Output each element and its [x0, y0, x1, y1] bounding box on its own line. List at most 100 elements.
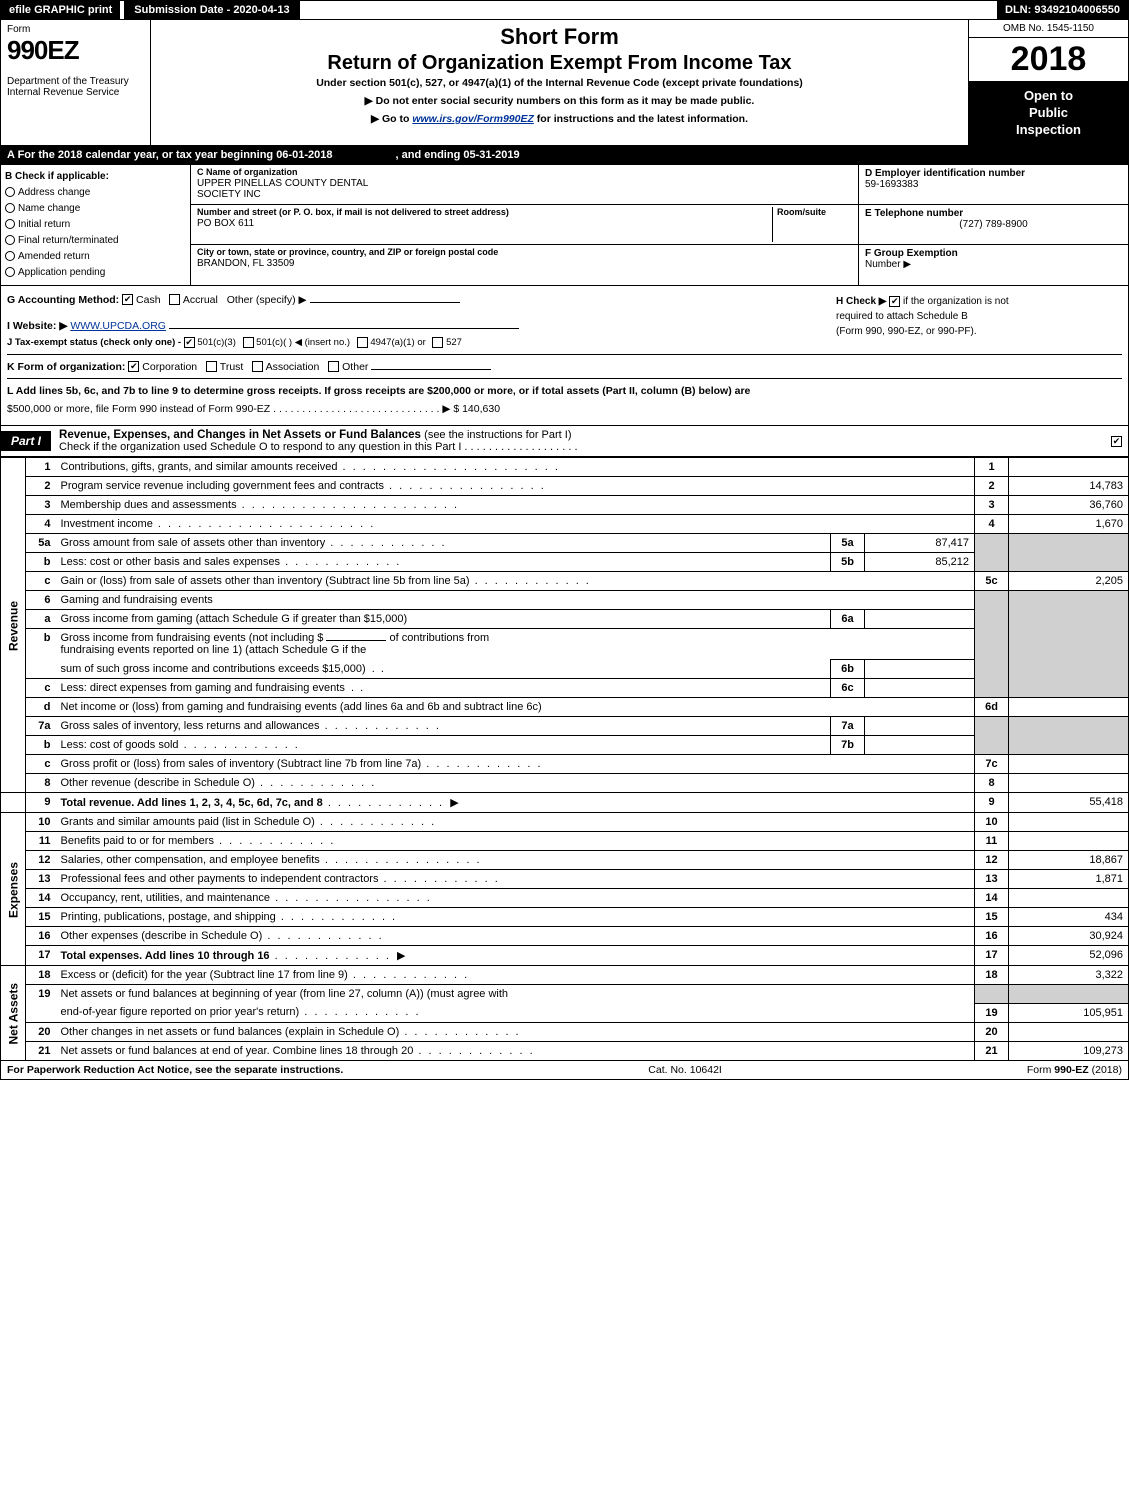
line-6a-num: a: [26, 610, 56, 629]
line-6b-num: b: [26, 629, 56, 679]
k-label: K Form of organization:: [7, 361, 125, 373]
i-label: I Website: ▶: [7, 320, 67, 332]
opt-final-return[interactable]: Final return/terminated: [5, 233, 186, 249]
line-8-amt: [1009, 774, 1129, 793]
line-12-box: 12: [975, 851, 1009, 870]
k-other-input[interactable]: [371, 369, 491, 370]
opt-name-change[interactable]: Name change: [5, 201, 186, 217]
footer-mid: Cat. No. 10642I: [343, 1064, 1027, 1076]
k-trust-checkbox[interactable]: [206, 361, 217, 372]
period-a: A For the 2018 calendar year, or tax yea…: [7, 149, 332, 161]
g-other-input[interactable]: [310, 302, 460, 303]
org-name-1: UPPER PINELLAS COUNTY DENTAL: [197, 178, 368, 189]
goto-link[interactable]: www.irs.gov/Form990EZ: [412, 113, 534, 125]
netassets-section-label: Net Assets: [1, 966, 26, 1061]
k-assoc-checkbox[interactable]: [252, 361, 263, 372]
form-word: Form: [7, 24, 144, 35]
l-text-1: L Add lines 5b, 6c, and 7b to line 9 to …: [7, 385, 750, 397]
street-val: PO BOX 611: [197, 218, 254, 229]
h-checkbox[interactable]: [889, 296, 900, 307]
j-501c-checkbox[interactable]: [243, 337, 254, 348]
meta-block: H Check ▶ if the organization is not req…: [0, 286, 1129, 426]
g-label: G Accounting Method:: [7, 294, 119, 306]
line-14-box: 14: [975, 889, 1009, 908]
line-6d-box: 6d: [975, 698, 1009, 717]
k-other: Other: [342, 361, 368, 373]
line-19-shaded: [975, 985, 1009, 1004]
org-name-row: C Name of organization UPPER PINELLAS CO…: [191, 165, 858, 205]
line-6c-iamt: [865, 679, 975, 698]
top-bar: efile GRAPHIC print Submission Date - 20…: [0, 0, 1129, 20]
line-9-desc: Total revenue. Add lines 1, 2, 3, 4, 5c,…: [56, 793, 975, 813]
box-c: C Name of organization UPPER PINELLAS CO…: [191, 165, 858, 285]
part-1-schedule-o-checkbox[interactable]: [1111, 436, 1122, 447]
line-5ab-shaded-amt: [1009, 534, 1129, 572]
line-17-box: 17: [975, 946, 1009, 966]
line-7a-desc: Gross sales of inventory, less returns a…: [56, 717, 831, 736]
line-7b-desc: Less: cost of goods sold: [56, 736, 831, 755]
g-accrual-checkbox[interactable]: [169, 294, 180, 305]
line-9-box: 9: [975, 793, 1009, 813]
line-12-amt: 18,867: [1009, 851, 1129, 870]
line-10-amt: [1009, 813, 1129, 832]
expenses-section-label: Expenses: [1, 813, 26, 966]
j-4947-checkbox[interactable]: [357, 337, 368, 348]
opt-application-pending[interactable]: Application pending: [5, 265, 186, 281]
line-16-num: 16: [26, 927, 56, 946]
line-6b-input[interactable]: [326, 640, 386, 641]
j-527-checkbox[interactable]: [432, 337, 443, 348]
website-underline: [169, 328, 519, 329]
line-5b-desc: Less: cost or other basis and sales expe…: [56, 553, 831, 572]
opt-amended-return[interactable]: Amended return: [5, 249, 186, 265]
line-4-desc: Investment income: [56, 515, 975, 534]
phone-row: E Telephone number (727) 789-8900: [859, 205, 1128, 245]
goto-pre: ▶ Go to: [371, 113, 412, 125]
form-title: Short Form: [161, 24, 958, 50]
city-val: BRANDON, FL 33509: [197, 258, 294, 269]
opt-address-change[interactable]: Address change: [5, 185, 186, 201]
line-1-amt: [1009, 458, 1129, 477]
line-19-box: 19: [975, 1003, 1009, 1022]
line-l: L Add lines 5b, 6c, and 7b to line 9 to …: [7, 378, 1122, 419]
period-b: , and ending 05-31-2019: [396, 149, 520, 161]
line-14-num: 14: [26, 889, 56, 908]
opt-initial-return[interactable]: Initial return: [5, 217, 186, 233]
ein-label: D Employer identification number: [865, 168, 1025, 179]
g-cash: Cash: [136, 294, 161, 306]
website-link[interactable]: WWW.UPCDA.ORG: [70, 320, 166, 332]
header-right: OMB No. 1545-1150 2018 Open to Public In…: [968, 20, 1128, 145]
line-16-box: 16: [975, 927, 1009, 946]
line-5a-num: 5a: [26, 534, 56, 553]
line-15-desc: Printing, publications, postage, and shi…: [56, 908, 975, 927]
line-6-shaded-amt: [1009, 591, 1129, 698]
line-5c-amt: 2,205: [1009, 572, 1129, 591]
line-19-num: 19: [26, 985, 56, 1023]
k-other-checkbox[interactable]: [328, 361, 339, 372]
line-7ab-shaded-amt: [1009, 717, 1129, 755]
ein-row: D Employer identification number 59-1693…: [859, 165, 1128, 205]
line-6b-ibox: 6b: [831, 660, 865, 679]
line-6d-amt: [1009, 698, 1129, 717]
j-501c: 501(c)( ) ◀ (insert no.): [256, 337, 350, 348]
line-2-num: 2: [26, 477, 56, 496]
line-7a-num: 7a: [26, 717, 56, 736]
phone-label: E Telephone number: [865, 208, 963, 219]
h-text-3: (Form 990, 990-EZ, or 990-PF).: [836, 326, 977, 337]
line-21-num: 21: [26, 1041, 56, 1060]
k-corp-checkbox[interactable]: [128, 361, 139, 372]
line-21-amt: 109,273: [1009, 1041, 1129, 1060]
g-cash-checkbox[interactable]: [122, 294, 133, 305]
j-501c3-checkbox[interactable]: [184, 337, 195, 348]
footer-left: For Paperwork Reduction Act Notice, see …: [7, 1064, 343, 1076]
inspection-1: Open to: [971, 88, 1126, 105]
part-1-title-main: Revenue, Expenses, and Changes in Net As…: [59, 429, 421, 441]
k-corp: Corporation: [142, 361, 197, 373]
line-1-box: 1: [975, 458, 1009, 477]
line-2-box: 2: [975, 477, 1009, 496]
ssn-warning: ▶ Do not enter social security numbers o…: [161, 95, 958, 107]
form-subtitle: Return of Organization Exempt From Incom…: [161, 52, 958, 75]
j-4947: 4947(a)(1) or: [370, 337, 425, 348]
line-13-num: 13: [26, 870, 56, 889]
line-15-box: 15: [975, 908, 1009, 927]
line-15-amt: 434: [1009, 908, 1129, 927]
